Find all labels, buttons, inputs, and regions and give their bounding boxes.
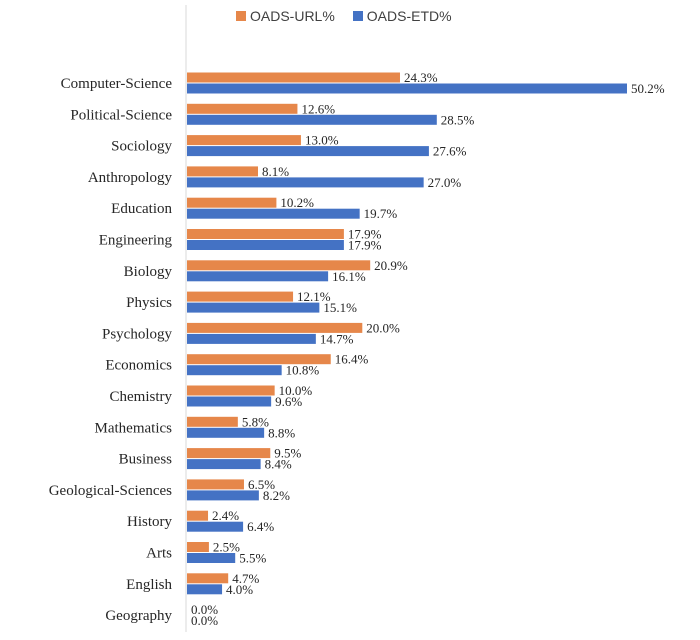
data-label-etd: 9.6% [275, 394, 302, 409]
data-label-url: 4.7% [232, 571, 259, 586]
category-label: Education [111, 201, 172, 217]
data-label-etd: 8.2% [263, 488, 290, 503]
bar-url [187, 479, 244, 490]
bar-etd [187, 396, 272, 407]
data-label-etd: 19.7% [364, 206, 398, 221]
data-label-url: 12.6% [301, 101, 335, 116]
category-label: Biology [124, 264, 173, 280]
data-label-url: 10.2% [280, 195, 314, 210]
category-label: Anthropology [88, 170, 173, 186]
data-label-etd: 27.0% [428, 175, 462, 190]
category-label: Arts [146, 546, 172, 562]
bar-etd [187, 584, 223, 595]
data-label-etd: 27.6% [433, 144, 467, 159]
category-label: Sociology [111, 139, 172, 155]
data-label-etd: 5.5% [239, 551, 266, 566]
data-label-url: 2.5% [213, 540, 240, 555]
data-label-etd: 28.5% [441, 112, 475, 127]
bar-etd [187, 208, 360, 219]
data-label-url: 0.0% [191, 602, 218, 617]
category-label: History [127, 514, 173, 530]
data-label-url: 20.9% [374, 258, 408, 273]
category-label: Psychology [102, 326, 173, 342]
category-label: Chemistry [110, 389, 173, 405]
bar-url [187, 229, 344, 239]
category-label: Political-Science [70, 107, 172, 123]
bar-etd [187, 177, 424, 188]
bar-etd [187, 271, 329, 282]
data-label-etd: 50.2% [631, 81, 665, 96]
legend-item-etd: OADS-ETD% [352, 8, 452, 24]
data-label-url: 9.5% [274, 446, 301, 461]
bar-etd [187, 490, 259, 501]
bar-etd [187, 114, 437, 125]
bar-etd [187, 521, 244, 532]
data-label-url: 20.0% [366, 320, 400, 335]
data-label-etd: 10.8% [286, 363, 320, 378]
legend-label-etd: OADS-ETD% [366, 8, 452, 24]
data-label-url: 12.1% [297, 289, 331, 304]
data-label-etd: 15.1% [323, 300, 357, 315]
data-label-etd: 16.1% [332, 269, 366, 284]
data-label-url: 13.0% [305, 133, 339, 148]
data-label-url: 17.9% [348, 227, 382, 242]
bar-url [187, 416, 238, 427]
data-label-url: 16.4% [335, 352, 369, 367]
data-label-etd: 14.7% [320, 331, 354, 346]
bar-url [187, 260, 371, 271]
bar-url [187, 322, 363, 333]
data-label-url: 5.8% [242, 414, 269, 429]
data-label-url: 24.3% [404, 70, 438, 85]
category-label: Business [119, 452, 173, 468]
legend-swatch-url [236, 11, 246, 21]
data-label-etd: 8.8% [268, 425, 295, 440]
bar-url [187, 573, 229, 584]
bar-etd [187, 240, 344, 250]
bar-url [187, 135, 301, 146]
data-label-url: 6.5% [248, 477, 275, 492]
bar-url [187, 354, 331, 365]
category-label: Economics [105, 358, 172, 374]
bar-etd [187, 365, 282, 376]
bar-url [187, 72, 400, 83]
data-label-etd: 6.4% [247, 519, 274, 534]
data-label-etd: 17.9% [348, 238, 382, 253]
bar-etd [187, 302, 320, 313]
bar-etd [187, 146, 429, 157]
data-label-url: 10.0% [279, 383, 313, 398]
legend-label-url: OADS-URL% [250, 8, 335, 24]
category-label: Physics [126, 295, 172, 311]
data-label-etd: 8.4% [265, 457, 292, 472]
category-label: English [126, 577, 172, 593]
legend-item-url: OADS-URL% [236, 8, 335, 24]
bar-url [187, 510, 209, 521]
bar-etd [187, 459, 261, 470]
bar-url [187, 197, 277, 208]
bar-etd [187, 333, 316, 344]
bar-etd [187, 553, 236, 563]
bar-etd [187, 427, 265, 438]
legend: OADS-URL% OADS-ETD% [236, 8, 452, 24]
data-label-url: 2.4% [212, 508, 239, 523]
bar-url [187, 103, 298, 114]
data-label-etd: 0.0% [191, 613, 218, 628]
category-label: Geography [105, 608, 172, 624]
bar-etd [187, 83, 627, 94]
data-label-url: 8.1% [262, 164, 289, 179]
bar-url [187, 291, 294, 302]
category-label: Geological-Sciences [49, 483, 172, 499]
legend-swatch-etd [352, 11, 363, 21]
category-label: Engineering [99, 233, 173, 249]
bar-url [187, 542, 209, 552]
bar-url [187, 385, 275, 396]
bar-url [187, 448, 271, 459]
bar-url [187, 166, 258, 177]
category-label: Mathematics [95, 420, 173, 436]
data-label-etd: 4.0% [226, 582, 253, 597]
category-label: Computer-Science [61, 76, 173, 92]
